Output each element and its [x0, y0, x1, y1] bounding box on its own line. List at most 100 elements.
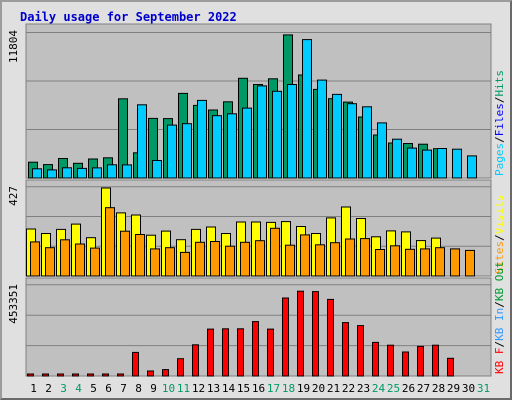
- x-tick-label-18: 18: [282, 382, 295, 395]
- x-tick-label-28: 28: [432, 382, 445, 395]
- x-tick-label-21: 21: [327, 382, 340, 395]
- bar-pages-day-6: [107, 164, 117, 179]
- bar-sites-day-4: [75, 243, 85, 277]
- bar-kb-f-day-7: [117, 373, 124, 377]
- bar-pages-day-14: [227, 113, 237, 179]
- bar-pages-day-8: [137, 104, 147, 179]
- bar-pages-day-30: [467, 155, 477, 179]
- bar-sites-day-1: [30, 241, 40, 277]
- x-tick-label-20: 20: [312, 382, 325, 395]
- bar-kb-f-day-17: [267, 328, 274, 377]
- legend-kb-in: KB In: [493, 308, 506, 341]
- bar-sites-day-27: [420, 248, 430, 277]
- panel-2-max-label: 427: [7, 186, 20, 206]
- panel-1-max-label: 11804: [7, 30, 20, 63]
- bar-sites-day-28: [435, 247, 445, 277]
- bar-kb-f-day-10: [162, 369, 169, 377]
- bar-pages-day-10: [167, 124, 177, 179]
- bar-pages-day-21: [332, 93, 342, 179]
- bar-sites-day-17: [270, 227, 280, 277]
- bar-sites-day-21: [330, 242, 340, 277]
- bar-kb-f-day-9: [147, 370, 154, 377]
- legend-sites: Sites: [493, 241, 506, 274]
- x-tick-label-3: 3: [60, 382, 67, 395]
- x-tick-label-29: 29: [447, 382, 460, 395]
- bar-kb-f-day-26: [402, 351, 409, 377]
- bar-sites-day-25: [390, 245, 400, 277]
- bar-kb-f-day-8: [132, 351, 139, 377]
- x-tick-label-22: 22: [342, 382, 355, 395]
- bar-pages-day-3: [62, 167, 72, 179]
- bar-pages-day-19: [302, 39, 312, 179]
- legend-visits: Visits: [493, 195, 506, 235]
- bar-kb-f-day-6: [102, 373, 109, 377]
- x-tick-label-6: 6: [105, 382, 112, 395]
- bar-pages-day-1: [32, 168, 42, 179]
- x-tick-label-5: 5: [90, 382, 97, 395]
- legend-kb-f: KB F: [493, 348, 506, 375]
- bar-pages-day-23: [362, 106, 372, 179]
- bar-kb-f-day-3: [57, 373, 64, 377]
- bar-sites-day-22: [345, 238, 355, 277]
- x-tick-label-25: 25: [387, 382, 400, 395]
- bar-kb-f-day-5: [87, 373, 94, 377]
- x-tick-label-10: 10: [162, 382, 175, 395]
- bar-kb-f-day-19: [297, 290, 304, 377]
- bar-pages-day-25: [392, 138, 402, 179]
- x-tick-label-9: 9: [150, 382, 157, 395]
- panel-1-side-legend: Pages/Files/Hits: [493, 70, 506, 176]
- bar-kb-f-day-2: [42, 373, 49, 377]
- panel-2-side-legend: Sites/Visits: [493, 195, 506, 275]
- x-tick-label-27: 27: [417, 382, 430, 395]
- bar-sites-day-6: [105, 207, 115, 277]
- bar-sites-day-13: [210, 241, 220, 277]
- bar-pages-day-2: [47, 169, 57, 179]
- legend-files: Files: [493, 103, 506, 136]
- bar-kb-f-day-28: [432, 344, 439, 377]
- bar-pages-day-29: [452, 148, 462, 179]
- bar-pages-day-20: [317, 79, 327, 179]
- panel-3-side-legend: KB F/KB In/KB Out: [493, 261, 506, 374]
- bar-sites-day-11: [180, 251, 190, 277]
- legend-pages: Pages: [493, 143, 506, 176]
- x-tick-label-11: 11: [177, 382, 190, 395]
- bar-sites-day-23: [360, 238, 370, 277]
- bar-kb-f-day-27: [417, 345, 424, 377]
- x-tick-label-23: 23: [357, 382, 370, 395]
- legend-kb-out: KB Out: [493, 261, 506, 301]
- x-tick-label-4: 4: [75, 382, 82, 395]
- bar-pages-day-9: [152, 160, 162, 179]
- bar-sites-day-19: [300, 234, 310, 277]
- bar-sites-day-20: [315, 244, 325, 277]
- bar-kb-f-day-20: [312, 291, 319, 377]
- bar-kb-f-day-11: [177, 358, 184, 377]
- x-tick-label-7: 7: [120, 382, 127, 395]
- bar-pages-day-12: [197, 99, 207, 179]
- bar-sites-day-29: [450, 248, 460, 277]
- bar-kb-f-day-22: [342, 322, 349, 377]
- bar-kb-f-day-4: [72, 373, 79, 377]
- bar-pages-day-22: [347, 103, 357, 179]
- bar-kb-f-day-15: [237, 328, 244, 377]
- bar-sites-day-9: [150, 248, 160, 277]
- bar-kb-f-day-23: [357, 325, 364, 377]
- x-tick-label-31: 31: [477, 382, 490, 395]
- bar-sites-day-2: [45, 247, 55, 277]
- x-tick-label-17: 17: [267, 382, 280, 395]
- bar-sites-day-15: [240, 241, 250, 277]
- x-tick-label-30: 30: [462, 382, 475, 395]
- bar-pages-day-16: [257, 85, 267, 179]
- bar-pages-day-15: [242, 107, 252, 179]
- x-tick-label-16: 16: [252, 382, 265, 395]
- bar-kb-f-day-29: [447, 357, 454, 377]
- panel-3-max-label: 453351: [7, 284, 20, 324]
- bar-pages-day-11: [182, 123, 192, 179]
- bar-kb-f-day-16: [252, 321, 259, 377]
- bar-sites-day-14: [225, 245, 235, 277]
- bar-pages-day-17: [272, 90, 282, 179]
- bar-sites-day-12: [195, 241, 205, 277]
- bar-sites-day-8: [135, 234, 145, 277]
- bar-pages-day-28: [437, 148, 447, 179]
- bar-kb-f-day-18: [282, 297, 289, 377]
- x-tick-label-12: 12: [192, 382, 205, 395]
